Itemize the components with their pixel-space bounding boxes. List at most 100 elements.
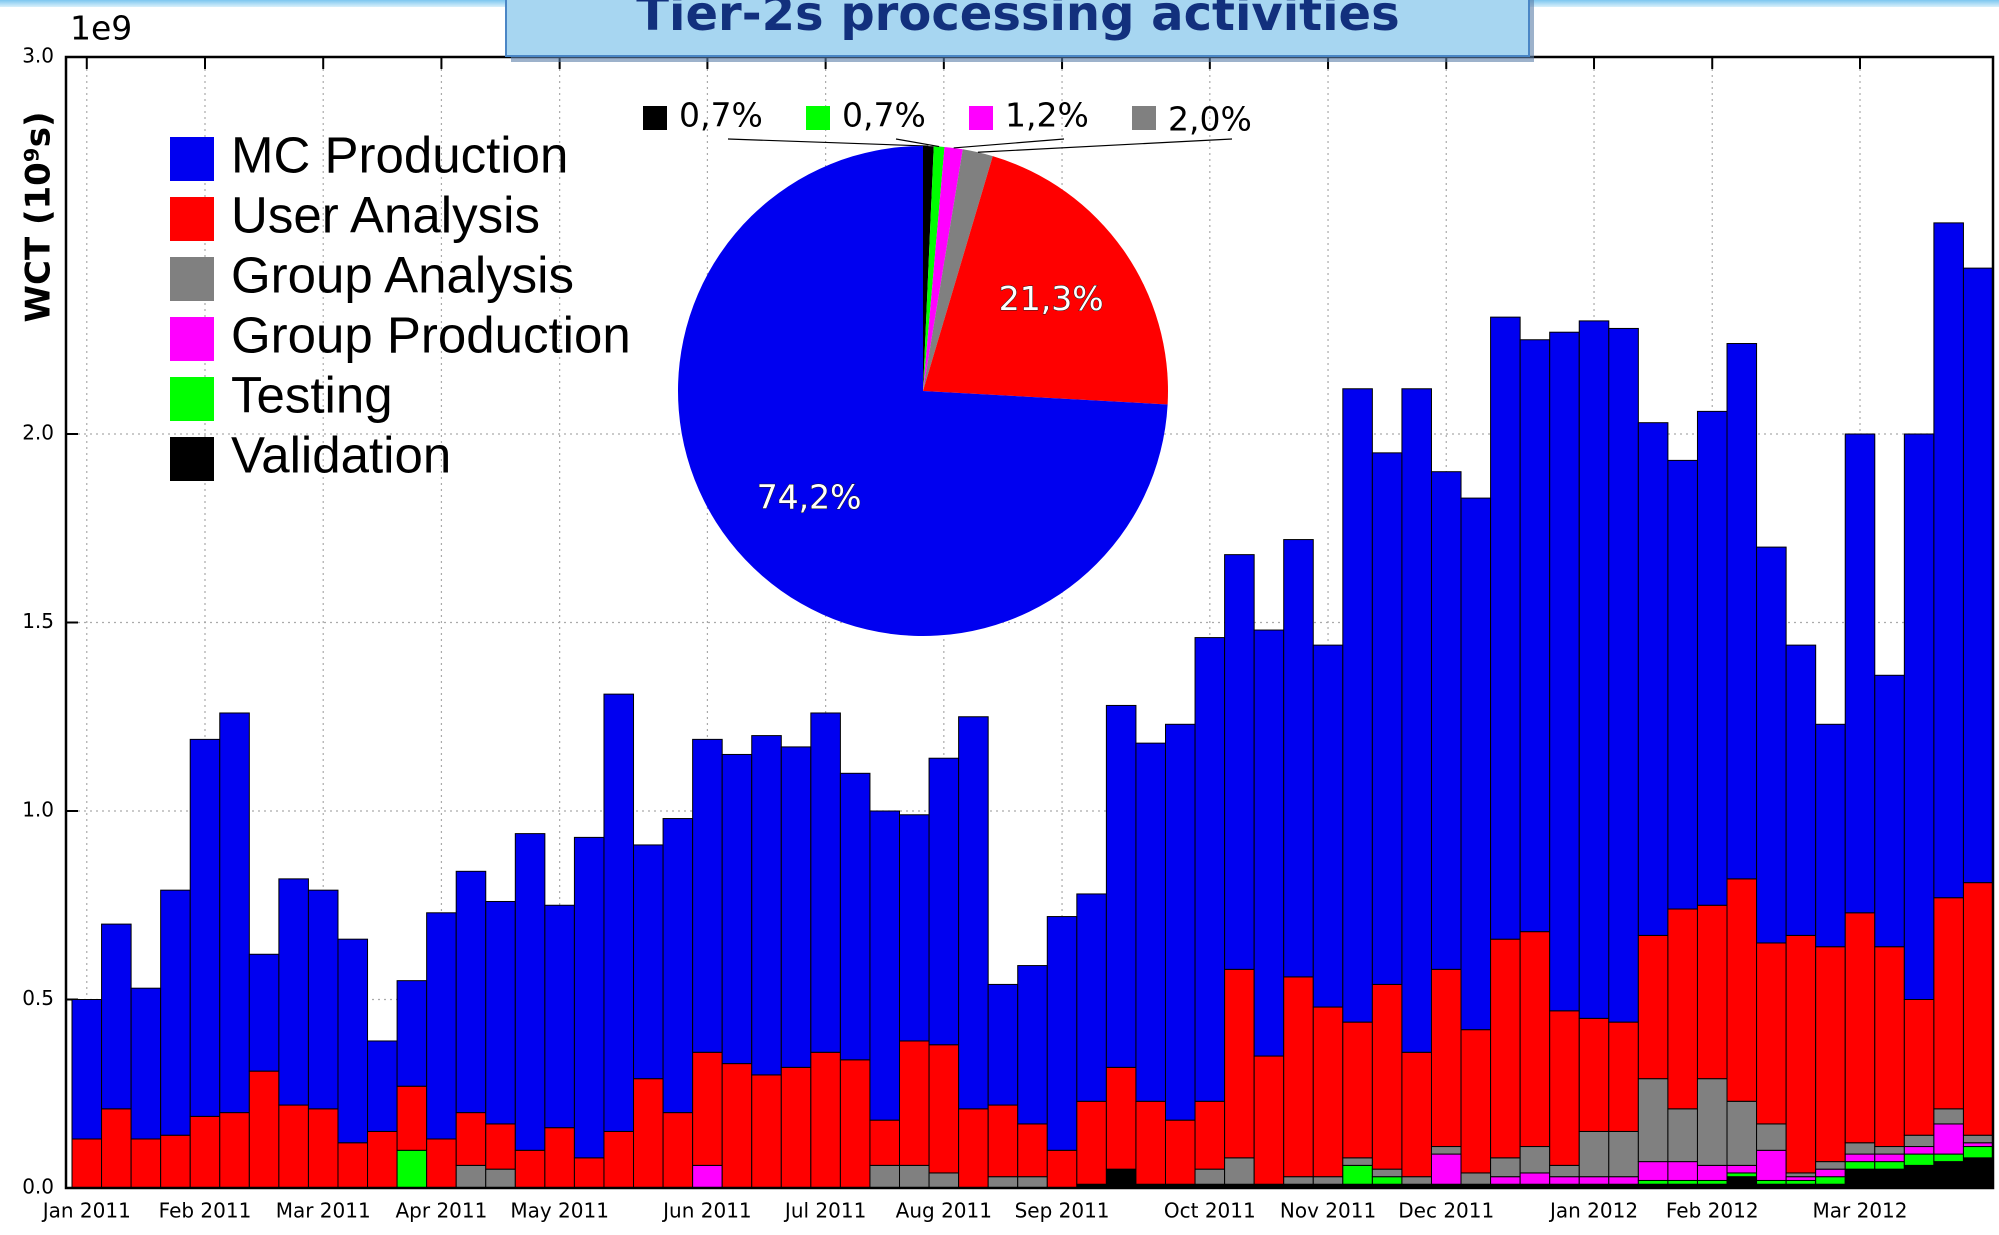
bar-segment xyxy=(1696,1164,1728,1181)
bar-segment xyxy=(1578,1130,1610,1178)
x-tick-label: Feb 2012 xyxy=(1666,1199,1759,1223)
pie-slice xyxy=(923,149,993,391)
bar-segment xyxy=(1430,471,1462,970)
bar-segment xyxy=(544,1127,575,1189)
bar-segment xyxy=(810,712,841,1053)
bar-segment xyxy=(1164,723,1196,1121)
leader-line xyxy=(977,138,1233,153)
bar-segment xyxy=(1756,1123,1787,1151)
bar-segment xyxy=(1549,1164,1580,1178)
bar-segment xyxy=(1815,1176,1846,1185)
bar-segment xyxy=(101,1108,132,1189)
bar-segment xyxy=(160,1134,191,1189)
bar-segment xyxy=(633,844,664,1080)
bar-segment xyxy=(1371,983,1403,1170)
legend-label: User Analysis xyxy=(231,186,540,243)
bar-segment xyxy=(1371,1176,1403,1185)
bar-segment xyxy=(160,889,191,1136)
x-tick-label: Feb 2011 xyxy=(159,1199,252,1223)
bar-segment xyxy=(455,1164,487,1189)
bar-segment xyxy=(1046,1149,1078,1189)
bar-segment xyxy=(1224,968,1255,1159)
bar-segment xyxy=(928,757,960,1046)
bar-segment xyxy=(662,818,694,1114)
y-tick-label: 1.0 xyxy=(22,798,54,822)
bar-segment xyxy=(1371,452,1403,985)
bar-segment xyxy=(1815,1161,1846,1170)
bar-segment xyxy=(1224,554,1255,970)
bar-segment xyxy=(1756,1179,1787,1185)
bar-segment xyxy=(544,904,575,1129)
legend-swatch xyxy=(170,437,214,481)
legend-swatch xyxy=(170,377,214,421)
bar-segment xyxy=(1253,1055,1285,1185)
pie-slice xyxy=(923,146,963,391)
x-tick-label: Mar 2012 xyxy=(1813,1199,1908,1223)
bar-segment xyxy=(1401,1176,1432,1185)
x-tick-label: Dec 2011 xyxy=(1398,1199,1494,1223)
bar-segment xyxy=(928,1172,960,1189)
bar-segment xyxy=(278,878,309,1106)
pie-value-label: 0,7% xyxy=(679,96,763,135)
bar-segment xyxy=(1903,999,1935,1136)
pie-label-swatch xyxy=(969,106,993,130)
leader-line xyxy=(953,138,1065,149)
bar-segment xyxy=(1312,1176,1344,1185)
bar-segment xyxy=(751,1074,782,1189)
bar-segment xyxy=(1430,1153,1462,1185)
bar-segment xyxy=(928,1044,960,1174)
bar-segment xyxy=(1549,1176,1580,1185)
bar-segment xyxy=(1962,267,1994,884)
y-tick-label: 0.5 xyxy=(22,986,54,1010)
bar-segment xyxy=(1046,916,1078,1151)
bar-segment xyxy=(1726,1176,1758,1189)
pie-slice xyxy=(923,146,945,391)
bar-segment xyxy=(130,1138,162,1189)
legend-swatch xyxy=(170,317,214,361)
bar-segment xyxy=(1283,539,1314,978)
bar-segment xyxy=(1962,1146,1994,1159)
bar-segment xyxy=(1283,1176,1314,1185)
bar-segment xyxy=(1962,1157,1994,1189)
bar-segment xyxy=(1430,968,1462,1148)
bar-segment xyxy=(1460,1029,1492,1174)
bar-segment xyxy=(839,772,871,1061)
bar-segment xyxy=(1490,938,1521,1159)
bar-segment xyxy=(1194,1100,1226,1170)
bar-segment xyxy=(1874,946,1905,1148)
bar-segment xyxy=(1726,1100,1758,1166)
bar-segment xyxy=(839,1059,871,1189)
bar-segment xyxy=(1549,1010,1580,1166)
bar-segment xyxy=(1194,637,1226,1102)
bar-segment xyxy=(1164,1119,1196,1185)
bar-segment xyxy=(1756,1149,1787,1181)
bar-segment xyxy=(396,1149,428,1189)
x-tick-label: Jul 2011 xyxy=(783,1199,866,1223)
bar-segment xyxy=(1667,908,1698,1110)
bar-segment xyxy=(337,1142,369,1189)
bar-segment xyxy=(1076,893,1107,1102)
bar-segment xyxy=(1490,1176,1521,1185)
bar-segment xyxy=(1135,1100,1166,1185)
bar-segment xyxy=(367,1130,398,1189)
pie-value-label: 0,7% xyxy=(842,96,926,135)
legend-swatch xyxy=(170,137,214,181)
y-tick-label: 0.0 xyxy=(22,1175,54,1199)
bar-segment xyxy=(1342,1157,1373,1166)
bar-segment xyxy=(1815,723,1846,948)
legend-label: Validation xyxy=(231,426,451,483)
y-tick-label: 3.0 xyxy=(22,44,54,68)
bar-segment xyxy=(692,1051,723,1166)
pie-value-label: 74,2% xyxy=(757,477,862,516)
bar-segment xyxy=(1815,946,1846,1163)
x-tick-label: Jun 2011 xyxy=(661,1199,752,1223)
bar-segment xyxy=(1135,742,1166,1102)
bar-segment xyxy=(1224,1157,1255,1185)
bar-segment xyxy=(426,1138,457,1189)
pie-label-swatch xyxy=(643,106,667,130)
bar-segment xyxy=(455,870,487,1114)
bar-segment xyxy=(1667,459,1698,910)
pie-value-label: 2,0% xyxy=(1168,100,1252,139)
